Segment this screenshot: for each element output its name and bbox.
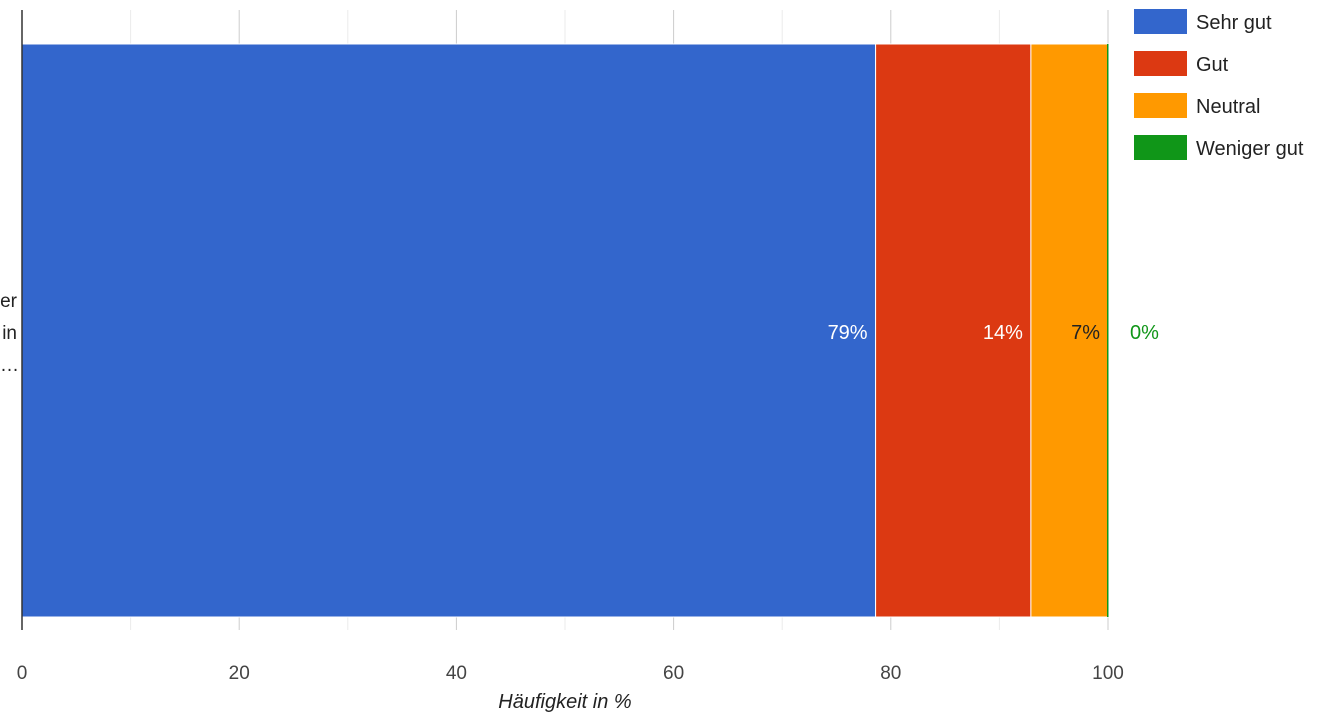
data-label: 14% bbox=[983, 322, 1023, 344]
data-labels: 79% 14% 7% 0% bbox=[828, 322, 1160, 344]
legend-swatch bbox=[1134, 9, 1187, 34]
legend-label: Sehr gut bbox=[1196, 12, 1272, 34]
x-tick-label: 20 bbox=[229, 663, 250, 684]
bar-segment-4 bbox=[1107, 44, 1109, 617]
bars bbox=[21, 43, 1109, 618]
bar-segment-1 bbox=[21, 43, 877, 618]
x-tick-label: 60 bbox=[663, 663, 684, 684]
x-tick-label: 100 bbox=[1092, 663, 1124, 684]
legend-swatch bbox=[1134, 93, 1187, 118]
category-label-line: … bbox=[0, 350, 17, 382]
legend-swatch bbox=[1134, 51, 1187, 76]
category-label: er in … bbox=[0, 286, 17, 382]
legend: Sehr gut Gut Neutral Weniger gut bbox=[1134, 9, 1304, 160]
category-label-line: in bbox=[2, 323, 17, 344]
x-tick-label: 0 bbox=[17, 663, 28, 684]
legend-label: Neutral bbox=[1196, 96, 1260, 118]
bar-segment-2 bbox=[875, 43, 1032, 618]
legend-label: Gut bbox=[1196, 54, 1229, 76]
legend-swatch bbox=[1134, 135, 1187, 160]
data-label: 7% bbox=[1071, 322, 1100, 344]
x-tick-label: 40 bbox=[446, 663, 467, 684]
bar-segment-3 bbox=[1030, 43, 1109, 618]
data-label: 79% bbox=[828, 322, 868, 344]
x-tick-label: 80 bbox=[880, 663, 901, 684]
axes: 0 20 40 60 80 100 bbox=[17, 10, 1124, 684]
category-label-line: er bbox=[0, 291, 17, 312]
legend-label: Weniger gut bbox=[1196, 138, 1304, 160]
x-axis-title: Häufigkeit in % bbox=[498, 691, 631, 713]
data-label: 0% bbox=[1130, 322, 1159, 344]
